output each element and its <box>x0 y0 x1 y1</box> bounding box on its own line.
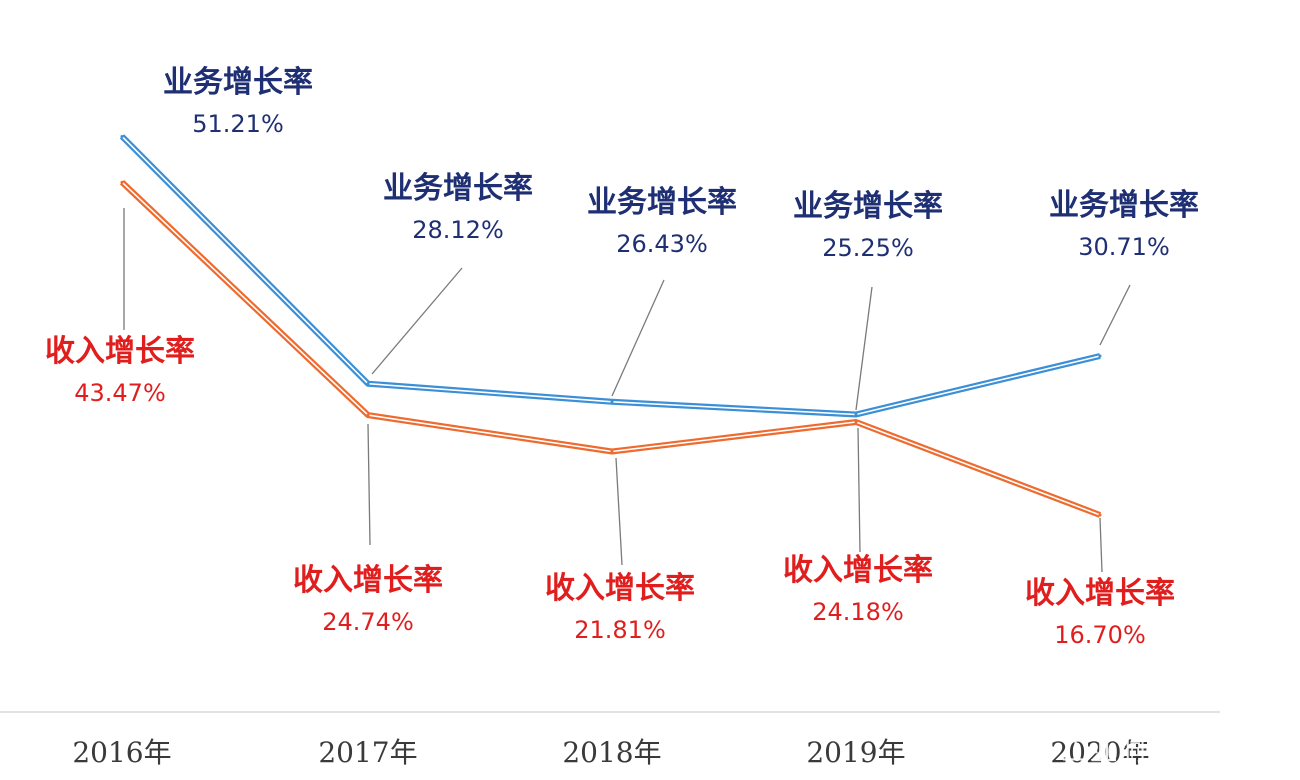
data-point <box>610 449 614 453</box>
x-tick-label: 2018年 <box>562 736 661 769</box>
data-point <box>120 180 124 184</box>
data-label-series-name: 收入增长率 <box>293 563 443 598</box>
series-line-2-core <box>121 181 1101 516</box>
data-labels: 业务增长率 51.21% 业务增长率 28.12% 业务增长率 26.43% 业务增长率 25… <box>45 65 1199 649</box>
leader-line <box>1099 284 1131 346</box>
leader-line <box>611 279 665 397</box>
data-label-series-name: 业务增长率 <box>383 171 533 206</box>
leader-line <box>855 286 873 411</box>
data-label-value: 21.81% <box>574 616 666 644</box>
data-label-series-name: 业务增长率 <box>793 189 943 224</box>
data-point <box>854 412 858 416</box>
data-label-value: 16.70% <box>1054 621 1146 649</box>
series-line-1-core <box>121 135 1101 416</box>
data-label-series-name: 业务增长率 <box>163 65 313 100</box>
leader-lines <box>123 208 1131 573</box>
x-tick-label: 2019年 <box>806 736 905 769</box>
data-label-value: 30.71% <box>1078 233 1170 261</box>
data-point <box>610 400 614 404</box>
data-label-series-name: 收入增长率 <box>1025 576 1175 611</box>
leader-line <box>367 423 371 546</box>
data-point <box>366 382 370 386</box>
data-label-value: 43.47% <box>74 379 166 407</box>
data-label-value: 28.12% <box>412 216 504 244</box>
data-label-value: 24.74% <box>322 608 414 636</box>
leader-line <box>857 427 861 553</box>
data-label-series-name: 业务增长率 <box>1049 188 1199 223</box>
series-line-1 <box>119 134 1101 418</box>
data-point <box>854 420 858 424</box>
data-label-value: 51.21% <box>192 110 284 138</box>
series-lines <box>119 134 1102 518</box>
data-point <box>1098 513 1102 517</box>
data-label-value: 25.25% <box>822 234 914 262</box>
data-label-value: 24.18% <box>812 598 904 626</box>
data-point <box>120 134 124 138</box>
data-label-series-name: 业务增长率 <box>587 185 737 220</box>
x-tick-label: 2016年 <box>72 736 171 769</box>
data-label-series-name: 收入增长率 <box>45 334 195 369</box>
leader-line <box>1099 517 1103 573</box>
leader-line <box>371 267 463 375</box>
data-point <box>1098 354 1102 358</box>
x-tick-label: 2020年 <box>1050 736 1149 769</box>
watermark: 风闻 ·· 工业洞察 <box>970 734 1174 767</box>
data-label-value: 26.43% <box>616 230 708 258</box>
data-label-series-name: 收入增长率 <box>545 571 695 606</box>
data-label-series-name: 收入增长率 <box>783 553 933 588</box>
series-line-2 <box>119 180 1102 518</box>
x-tick-label: 2017年 <box>318 736 417 769</box>
x-axis-ticks: 2016年 2017年 2018年 2019年 2020年 <box>72 736 1149 769</box>
data-point <box>366 413 370 417</box>
leader-line <box>615 457 623 566</box>
